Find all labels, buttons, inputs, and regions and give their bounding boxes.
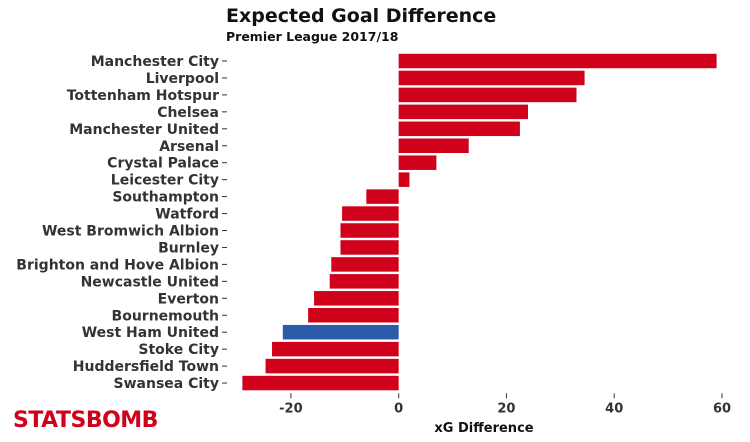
bars-group: [242, 53, 717, 391]
x-tick-label: -20: [279, 401, 303, 416]
chart-subtitle: Premier League 2017/18: [226, 29, 398, 44]
label-liverpool: Liverpool: [146, 71, 219, 87]
bar-everton: [314, 291, 399, 306]
label-watford: Watford: [155, 207, 219, 223]
bar-manchester-united: [398, 121, 520, 137]
bar-tottenham-hotspur: [398, 87, 577, 103]
statsbomb-logo: STATSBOMB: [13, 406, 158, 436]
label-manchester-united: Manchester United: [69, 122, 219, 138]
label-everton: Everton: [158, 291, 219, 307]
statsbomb-logo-text: STATSBOMB: [13, 408, 158, 433]
label-manchester-city: Manchester City: [91, 54, 219, 70]
label-brighton-and-hove-albion: Brighton and Hove Albion: [16, 257, 219, 273]
bar-burnley: [340, 240, 399, 255]
label-stoke-city: Stoke City: [138, 342, 219, 358]
bar-bournemouth: [308, 308, 399, 323]
label-chelsea: Chelsea: [157, 105, 219, 121]
label-huddersfield-town: Huddersfield Town: [73, 359, 219, 375]
x-tick-label: 20: [497, 401, 515, 416]
bar-newcastle-united: [329, 274, 399, 289]
bar-huddersfield-town: [265, 358, 399, 374]
x-tick-label: 40: [605, 401, 623, 416]
x-tick-label: 0: [394, 401, 403, 416]
bar-stoke-city: [272, 341, 399, 357]
label-swansea-city: Swansea City: [114, 376, 219, 392]
bar-southampton: [366, 189, 399, 204]
bar-crystal-palace: [398, 155, 437, 170]
label-leicester-city: Leicester City: [111, 173, 219, 189]
label-southampton: Southampton: [112, 190, 219, 206]
label-burnley: Burnley: [158, 240, 219, 256]
bar-west-bromwich-albion: [340, 223, 399, 238]
label-bournemouth: Bournemouth: [112, 308, 219, 324]
bar-swansea-city: [242, 375, 399, 391]
chart-title: Expected Goal Difference: [226, 5, 496, 27]
label-arsenal: Arsenal: [159, 139, 219, 155]
label-west-ham-united: West Ham United: [82, 325, 219, 341]
bar-leicester-city: [398, 172, 410, 187]
bar-arsenal: [398, 138, 469, 153]
bar-watford: [342, 206, 399, 221]
bar-brighton-and-hove-albion: [331, 257, 399, 272]
label-crystal-palace: Crystal Palace: [107, 156, 219, 172]
bar-liverpool: [398, 70, 585, 86]
x-tick-label: 60: [713, 401, 731, 416]
x-axis-label: xG Difference: [434, 421, 533, 436]
x-axis-ticks: -20 0 20 40 60: [279, 393, 731, 416]
bar-chelsea: [398, 104, 528, 120]
bar-west-ham-united: [282, 324, 399, 340]
label-west-bromwich-albion: West Bromwich Albion: [42, 224, 219, 240]
bar-manchester-city: [398, 53, 717, 69]
label-newcastle-united: Newcastle United: [81, 274, 219, 290]
label-tottenham-hotspur: Tottenham Hotspur: [67, 88, 219, 104]
